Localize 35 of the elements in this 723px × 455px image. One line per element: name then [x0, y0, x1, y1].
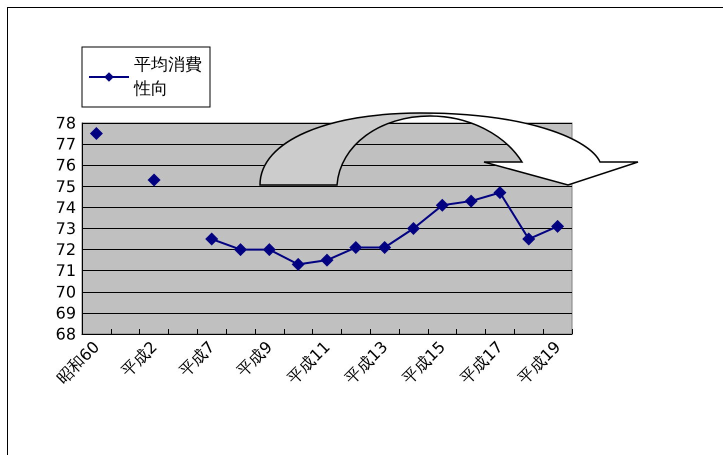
- y-tick-label: 71: [56, 261, 76, 280]
- point: [464, 194, 478, 208]
- y-tick-label: 78: [56, 114, 76, 132]
- point: [205, 232, 218, 246]
- point: [234, 243, 248, 256]
- legend-label: 平均消費性向: [133, 55, 202, 99]
- y-tick-label: 76: [56, 156, 76, 175]
- y-tick-label: 72: [56, 240, 76, 260]
- point: [493, 186, 506, 200]
- point: [90, 127, 103, 140]
- point: [148, 173, 161, 186]
- point: [262, 243, 276, 256]
- x-tick-label: 平成15: [398, 337, 450, 388]
- x-tick-label: 平成11: [283, 337, 334, 388]
- x-tick-label: 平成2: [118, 337, 161, 381]
- y-tick-label: 75: [56, 176, 76, 196]
- point: [378, 240, 392, 254]
- y-tick-label: 70: [56, 282, 76, 302]
- point: [320, 254, 334, 267]
- y-tick-label: 68: [56, 324, 76, 344]
- point: [349, 240, 362, 254]
- point: [292, 258, 305, 271]
- y-tick-label: 74: [56, 198, 76, 217]
- x-tick-label: 平成19: [514, 337, 564, 388]
- x-tick-label: 平成7: [175, 337, 218, 381]
- y-tick-label: 77: [56, 134, 76, 154]
- point: [406, 222, 420, 235]
- point: [522, 232, 536, 246]
- y-tick-label: 73: [56, 219, 76, 238]
- point: [436, 198, 449, 212]
- x-tick-label: 平成13: [340, 337, 392, 388]
- x-tick-label: 平成17: [456, 337, 507, 388]
- point: [551, 220, 564, 233]
- y-tick-label: 69: [56, 303, 76, 322]
- x-tick-label: 平成9: [232, 337, 276, 381]
